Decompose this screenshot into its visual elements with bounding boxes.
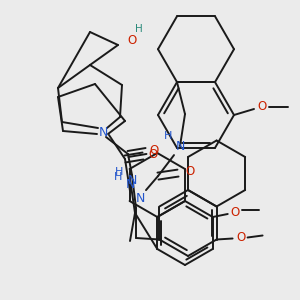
Text: H: H	[114, 172, 122, 182]
Text: O: O	[230, 206, 239, 218]
Text: N: N	[135, 192, 145, 205]
Text: N: N	[125, 178, 135, 191]
Text: O: O	[257, 100, 267, 113]
Text: H: H	[164, 131, 172, 141]
Text: H: H	[115, 167, 123, 177]
Text: N: N	[175, 140, 185, 153]
Text: O: O	[128, 34, 136, 46]
Text: O: O	[148, 148, 158, 161]
Text: O: O	[149, 143, 159, 157]
Text: N: N	[127, 173, 137, 187]
Text: O: O	[185, 165, 195, 178]
Text: H: H	[135, 24, 143, 34]
Text: O: O	[236, 231, 245, 244]
Text: N: N	[98, 125, 108, 139]
